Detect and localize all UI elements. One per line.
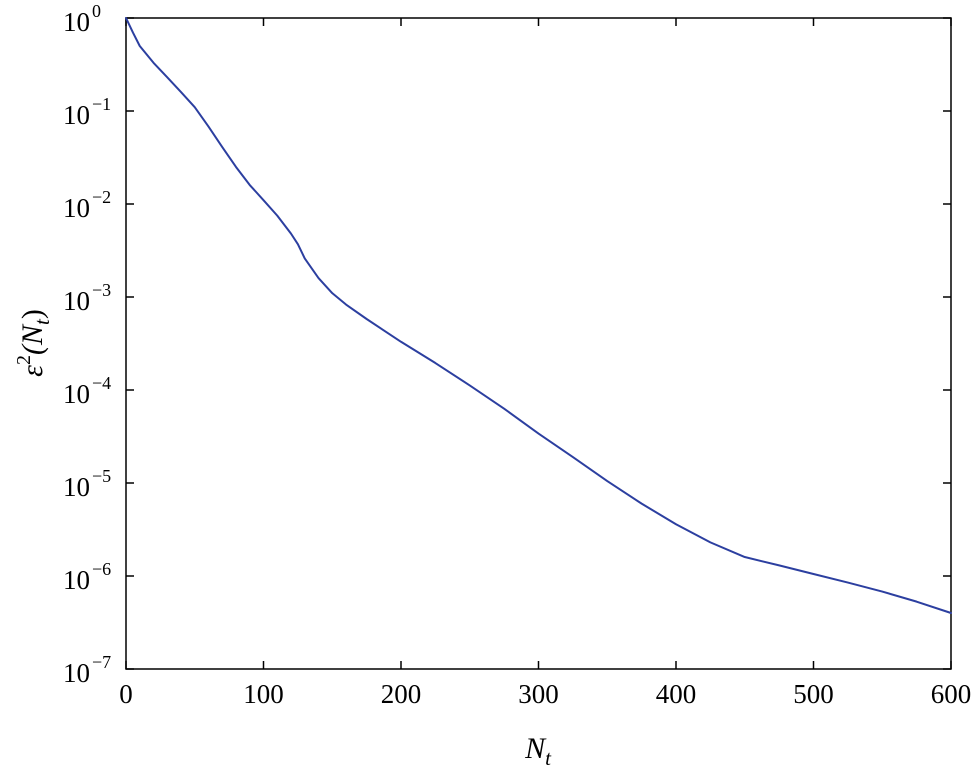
x-axis-label: Nt	[524, 732, 552, 770]
x-tick-label: 400	[656, 679, 697, 709]
x-tick-label: 200	[381, 679, 422, 709]
y-tick-exponent: −1	[92, 94, 111, 114]
y-tick-exponent: 0	[92, 1, 101, 21]
y-tick-label: 10	[63, 379, 90, 409]
plot-frame	[125, 17, 952, 670]
x-tick-label: 500	[793, 679, 834, 709]
y-tick-exponent: −6	[92, 559, 111, 579]
y-tick-exponent: −4	[92, 373, 111, 393]
series-line	[125, 17, 952, 615]
y-tick-label: 10	[63, 658, 90, 688]
y-tick-label: 10	[63, 565, 90, 595]
y-tick-label: 10	[63, 286, 90, 316]
x-axis-ticks: 0 100 200 300 400 500 600	[119, 18, 971, 709]
series-layer	[125, 17, 952, 615]
x-tick-label: 600	[931, 679, 972, 709]
y-tick-exponent: −2	[92, 187, 111, 207]
x-tick-label: 300	[518, 679, 559, 709]
y-tick-exponent: −5	[92, 466, 111, 486]
y-tick-exponent: −3	[92, 280, 111, 300]
y-tick-label: 10	[63, 100, 90, 130]
y-tick-label: 10	[63, 472, 90, 502]
x-tick-label: 100	[243, 679, 284, 709]
y-axis-label: ε2(Nt)	[13, 309, 54, 377]
y-tick-label: 10	[63, 7, 90, 37]
y-tick-label: 10	[63, 193, 90, 223]
x-tick-label: 0	[119, 679, 133, 709]
y-tick-exponent: −7	[92, 652, 111, 672]
